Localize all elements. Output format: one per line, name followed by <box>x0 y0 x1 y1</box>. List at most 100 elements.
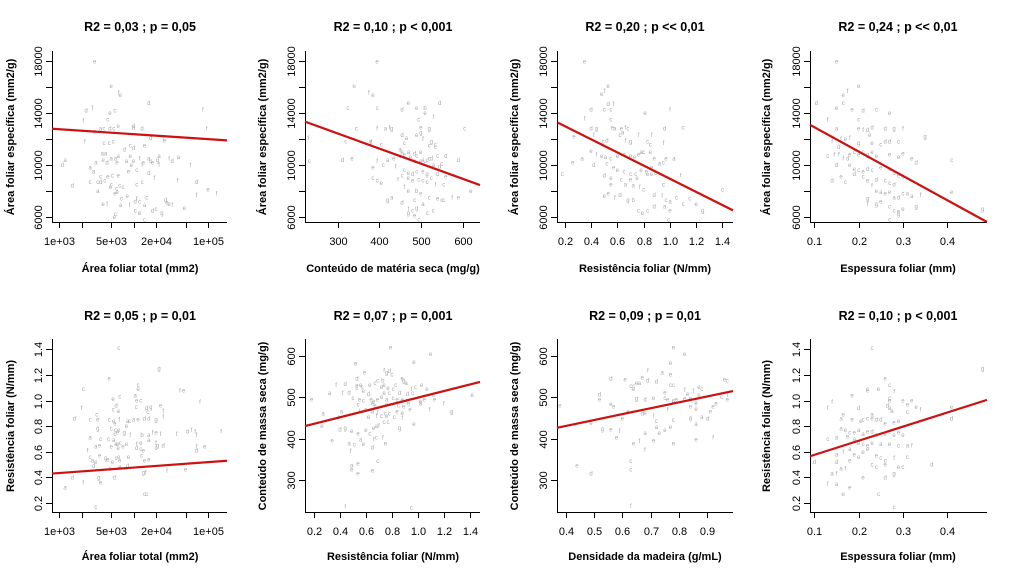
data-point: a <box>672 157 676 163</box>
data-point: c <box>128 419 131 425</box>
data-point: c <box>380 142 383 148</box>
data-point: c <box>414 385 417 391</box>
data-point: d <box>706 417 709 423</box>
data-point: a <box>117 154 121 160</box>
data-point: c <box>619 133 622 139</box>
data-point: e <box>649 150 653 156</box>
data-point: e <box>350 157 354 163</box>
regression-line <box>556 121 734 212</box>
data-point: a <box>668 199 672 205</box>
data-point: e <box>879 199 883 205</box>
data-point: g <box>629 140 632 146</box>
data-point: d <box>367 392 370 398</box>
y-tick-label: 10000 <box>286 150 298 181</box>
data-point: d <box>815 101 818 107</box>
data-point: e <box>600 154 604 160</box>
data-point: e <box>423 397 427 403</box>
data-point: d <box>84 109 87 115</box>
data-point: a <box>114 157 118 163</box>
data-point: d <box>99 180 102 186</box>
data-point: c <box>626 127 629 133</box>
data-point: e <box>415 133 419 139</box>
y-tick-label: 1.2 <box>33 368 45 383</box>
data-point: e <box>859 419 863 425</box>
data-point: e <box>320 424 324 430</box>
data-point: e <box>686 392 690 398</box>
data-point: d <box>609 377 612 383</box>
data-point: e <box>471 393 475 399</box>
data-point: e <box>650 172 654 178</box>
data-point: e <box>380 395 384 401</box>
y-tick-label: 0.6 <box>791 445 803 460</box>
data-point: e <box>113 192 117 198</box>
data-point: f <box>833 153 835 159</box>
panel-title: R2 = 0,10 ; p < 0,001 <box>334 20 453 34</box>
data-point: e <box>612 405 616 411</box>
y-axis-label: Resistência foliar (N/mm) <box>761 360 773 492</box>
data-point: e <box>683 352 687 358</box>
data-point: f <box>307 136 309 142</box>
data-point: d <box>132 124 135 130</box>
data-point: a <box>624 182 628 188</box>
data-point: c <box>901 175 904 181</box>
data-point: c <box>103 179 106 185</box>
data-point: e <box>392 157 396 163</box>
data-point: d <box>884 475 887 481</box>
x-tick-label: 400 <box>370 236 388 248</box>
data-point: a <box>404 381 408 387</box>
data-point: c <box>397 404 400 410</box>
data-point: e <box>632 387 636 393</box>
data-point: e <box>113 215 117 221</box>
panel: R2 = 0,24 ; p << 0,01 Espessura foliar (… <box>760 20 958 275</box>
data-point: d <box>875 418 878 424</box>
data-point: d <box>444 154 447 160</box>
data-point: e <box>888 190 892 196</box>
data-point: e <box>711 404 715 410</box>
data-point: e <box>609 427 613 433</box>
data-point: e <box>645 170 649 176</box>
data-point: e <box>609 402 613 408</box>
data-point: f <box>443 401 445 407</box>
data-point: e <box>165 201 169 207</box>
data-point: f <box>375 414 377 420</box>
data-point: c <box>721 188 724 194</box>
data-point: e <box>726 397 730 403</box>
data-point: c <box>392 396 395 402</box>
data-point: c <box>675 195 678 201</box>
data-point: c <box>642 150 645 156</box>
data-point: f <box>831 400 833 406</box>
panel: R2 = 0,05 ; p = 0,01 Área foliar total (… <box>5 309 199 563</box>
data-point: c <box>89 180 92 186</box>
data-point: d <box>195 180 198 186</box>
data-point: f <box>638 439 640 445</box>
data-point: d <box>413 151 416 157</box>
data-point: e <box>910 399 914 405</box>
data-point: a <box>119 203 123 209</box>
data-point: c <box>875 107 878 113</box>
data-point: f <box>190 163 192 169</box>
data-point: e <box>363 370 367 376</box>
data-point: e <box>861 170 865 176</box>
data-point: e <box>857 153 861 159</box>
data-point: e <box>694 407 698 413</box>
data-point: e <box>888 442 892 448</box>
data-point: e <box>382 383 386 389</box>
data-point: c <box>135 168 138 174</box>
data-point: g <box>857 141 860 147</box>
data-point: c <box>393 415 396 421</box>
data-point: e <box>877 387 881 393</box>
data-point: e <box>108 111 112 117</box>
data-point: e <box>897 419 901 425</box>
data-point: c <box>428 157 431 163</box>
data-point: e <box>633 155 637 161</box>
data-point: a <box>861 432 865 438</box>
data-point: f <box>370 141 372 147</box>
data-point: f <box>141 163 143 169</box>
panel: R2 = 0,09 ; p = 0,01 Densidade da madeir… <box>509 309 722 563</box>
data-point: a <box>99 127 103 133</box>
x-tick-label: 5e+03 <box>96 526 127 538</box>
data-point: f <box>350 449 352 455</box>
